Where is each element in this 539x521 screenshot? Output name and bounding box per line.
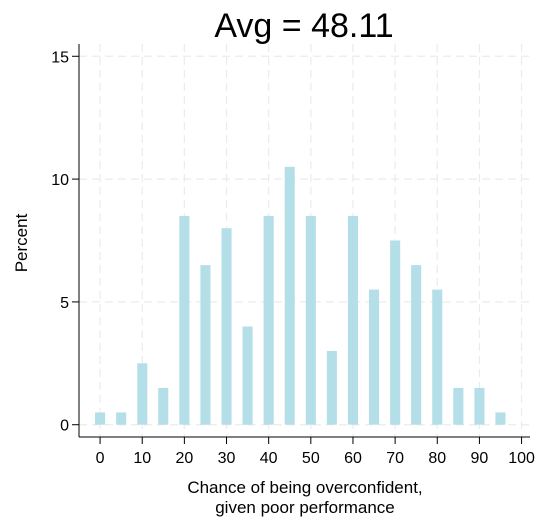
chart-title: Avg = 48.11 [214,7,393,45]
bar [453,387,464,425]
x-tick-label: 30 [218,450,236,467]
bar [432,289,443,425]
bar [95,412,106,425]
y-axis-title: Percent [12,213,31,272]
bar [474,387,485,425]
bar [137,363,148,425]
bar [347,215,358,425]
y-tick-label: 5 [60,295,69,312]
x-tick-label: 20 [175,450,193,467]
y-tick-label: 10 [51,172,69,189]
x-tick-label: 80 [428,450,446,467]
bar [326,351,337,425]
axes-layer [78,44,530,438]
y-tick-label: 0 [60,418,69,435]
x-tick-label: 60 [344,450,362,467]
ticks-layer: 0 5 10 15 0 10 20 30 40 50 60 70 80 90 100 [51,49,535,467]
x-tick-label: 90 [471,450,489,467]
bars-layer [95,166,506,425]
bar [263,215,274,425]
bar [221,228,232,425]
bar [116,412,127,425]
x-axis-title-line-1: Chance of being overconfident, [187,478,422,497]
x-tick-label: 0 [96,450,105,467]
bar [242,326,253,425]
bar [158,387,169,425]
x-tick-label: 70 [386,450,404,467]
x-tick-label: 50 [302,450,320,467]
x-axis-title-line-2: given poor performance [215,498,395,517]
bar [179,215,190,425]
bar [495,412,506,425]
x-tick-label: 10 [133,450,151,467]
x-tick-label: 40 [260,450,278,467]
bar [390,240,401,425]
bar [200,265,211,425]
bar [369,289,380,425]
y-tick-label: 15 [51,49,69,66]
bar [284,166,295,425]
bar [411,265,422,425]
x-tick-label: 100 [508,450,535,467]
bar [305,215,316,425]
